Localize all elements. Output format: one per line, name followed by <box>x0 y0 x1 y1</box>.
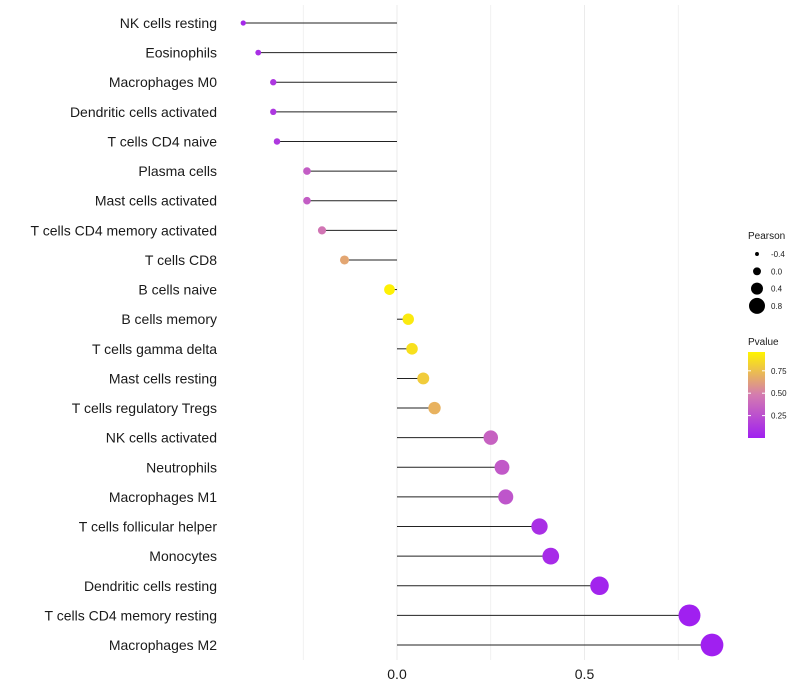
data-point <box>270 79 277 86</box>
size-legend-title: Pearson <box>748 231 785 242</box>
size-legend-label: 0.0 <box>771 267 783 276</box>
data-point <box>590 576 609 596</box>
data-point <box>417 372 430 385</box>
data-point <box>678 604 701 627</box>
color-legend-bar <box>748 352 765 438</box>
x-tick-label: 0.5 <box>575 666 595 682</box>
size-legend-dot <box>751 282 763 295</box>
category-label: Macrophages M2 <box>109 637 217 653</box>
data-point <box>531 518 548 535</box>
data-point <box>498 489 514 505</box>
size-legend-label: 0.8 <box>771 302 783 311</box>
category-label: Dendritic cells activated <box>70 104 217 120</box>
data-point <box>384 284 395 295</box>
category-label: T cells regulatory Tregs <box>72 400 217 416</box>
data-point <box>303 167 311 175</box>
data-point <box>402 313 414 325</box>
color-legend-label: 0.25 <box>771 412 787 421</box>
size-legend-label: 0.4 <box>771 285 783 294</box>
category-label: NK cells activated <box>106 430 217 446</box>
category-label: Neutrophils <box>146 459 217 475</box>
category-label: Dendritic cells resting <box>84 578 217 594</box>
data-point <box>406 343 418 355</box>
category-label: B cells naive <box>138 282 217 298</box>
data-point <box>700 633 724 657</box>
data-point <box>240 20 246 26</box>
category-label: Eosinophils <box>145 45 217 61</box>
data-point <box>483 430 498 445</box>
category-label: T cells CD4 memory activated <box>31 222 217 238</box>
data-point <box>317 226 327 235</box>
data-point <box>428 401 441 415</box>
category-label: Plasma cells <box>138 163 217 179</box>
category-label: T cells follicular helper <box>79 519 218 535</box>
color-legend-label: 0.75 <box>771 367 787 376</box>
category-label: Macrophages M1 <box>109 489 217 505</box>
category-label: Monocytes <box>149 548 217 564</box>
size-legend-dot <box>755 252 759 256</box>
size-legend-dot <box>753 267 761 276</box>
data-point <box>542 547 560 565</box>
size-legend-label: -0.4 <box>771 250 785 259</box>
category-label: Mast cells resting <box>109 370 217 386</box>
category-label: Mast cells activated <box>95 193 217 209</box>
data-point <box>339 255 350 265</box>
data-point <box>494 459 510 475</box>
size-legend-dot <box>749 297 765 314</box>
color-legend-title: Pvalue <box>748 337 779 348</box>
category-label: T cells CD4 naive <box>108 133 218 149</box>
category-label: T cells CD8 <box>145 252 217 268</box>
category-label: Macrophages M0 <box>109 74 217 90</box>
category-label: T cells CD4 memory resting <box>45 607 217 623</box>
category-label: B cells memory <box>121 311 217 327</box>
data-point <box>303 196 311 205</box>
data-point <box>255 49 262 56</box>
data-point <box>270 108 277 116</box>
color-legend-label: 0.50 <box>771 389 787 398</box>
x-tick-label: 0.0 <box>387 666 407 682</box>
data-point <box>273 138 281 145</box>
category-label: NK cells resting <box>120 15 217 31</box>
category-label: T cells gamma delta <box>92 341 217 357</box>
